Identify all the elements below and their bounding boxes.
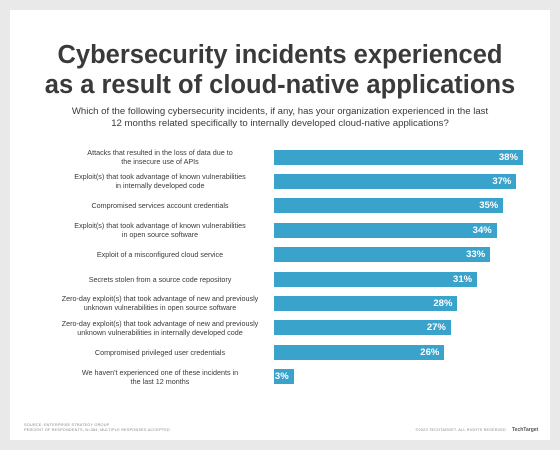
category-label-line: Compromised privileged user credentials — [94, 347, 226, 357]
bar-value-label: 38% — [498, 151, 518, 163]
category-label-line: Compromised services account credentials — [91, 201, 229, 211]
bar-value-label: 28% — [433, 297, 453, 309]
source-note: SOURCE: ENTERPRISE STRATEGY GROUP PERCEN… — [24, 423, 170, 433]
category-label-line: Exploit of a misconfigured cloud service — [96, 250, 224, 260]
category-label-line: We haven't experienced one of these inci… — [81, 367, 239, 377]
bar — [274, 247, 491, 263]
chart-title: Cybersecurity incidents experienced as a… — [10, 40, 550, 100]
category-label: Zero-day exploit(s) that took advantage … — [55, 294, 265, 312]
category-label-line: the insecure use of APIs — [121, 157, 199, 166]
source-line: PERCENT OF RESPONDENTS, N=384; MULTIPLE … — [24, 428, 170, 432]
category-label-line: Exploit(s) that took advantage of known … — [74, 221, 246, 231]
category-label: Compromised services account credentials — [55, 201, 265, 210]
title-line: as a result of cloud-native applications — [44, 71, 516, 99]
bar — [274, 198, 504, 214]
bar — [274, 222, 497, 238]
category-label: Zero-day exploit(s) that took advantage … — [55, 319, 265, 337]
logo-text: TechTarget — [512, 426, 539, 433]
category-label-line: in open source software — [121, 230, 199, 240]
chart-subtitle: Which of the following cybersecurity inc… — [50, 106, 510, 130]
bar-value-label: 34% — [472, 224, 492, 236]
category-label-line: Zero-day exploit(s) that took advantage … — [61, 294, 259, 304]
bar-value-label: 35% — [479, 200, 499, 212]
bar — [274, 149, 523, 165]
subtitle-line: 12 months related specifically to intern… — [111, 118, 449, 129]
category-label-line: Exploit(s) that took advantage of known … — [74, 172, 246, 182]
bar-value-label: 31% — [453, 273, 473, 285]
category-label-line: unknown vulnerabilities in internally de… — [77, 327, 243, 337]
source-line: SOURCE: ENTERPRISE STRATEGY GROUP — [24, 423, 110, 427]
bar — [274, 344, 445, 360]
bar-value-label: 33% — [466, 249, 486, 261]
category-label: Compromised privileged user credentials — [55, 348, 265, 357]
bar-value-label: 37% — [492, 175, 512, 187]
bar — [274, 173, 517, 189]
bar-value-label: 27% — [426, 322, 446, 334]
category-label-line: unknown vulnerabilities in open source s… — [83, 303, 237, 313]
category-label: Attacks that resulted in the loss of dat… — [55, 148, 265, 166]
techtarget-logo: TechTarget — [510, 423, 539, 437]
category-label: Exploit(s) that took advantage of known … — [55, 172, 265, 190]
bar-value-label: 26% — [420, 346, 440, 358]
bar — [274, 295, 458, 311]
category-label-line: Secrets stolen from a source code reposi… — [88, 274, 232, 284]
category-label-line: the last 12 months — [130, 376, 190, 386]
category-label: Exploit(s) that took advantage of known … — [55, 221, 265, 239]
category-label-line: in internally developed code — [115, 181, 205, 191]
category-label-line: Zero-day exploit(s) that took advantage … — [61, 318, 259, 328]
bar — [274, 271, 478, 287]
category-label: Exploit of a misconfigured cloud service — [55, 250, 265, 259]
category-label-line: Attacks that resulted in the loss of dat… — [87, 148, 233, 157]
bar — [274, 369, 294, 385]
bar-value-label: 3% — [274, 371, 289, 383]
category-label: We haven't experienced one of these inci… — [55, 368, 265, 386]
chart-card: Cybersecurity incidents experienced as a… — [10, 10, 550, 440]
category-label: Secrets stolen from a source code reposi… — [55, 275, 265, 284]
subtitle-line: Which of the following cybersecurity inc… — [71, 106, 489, 117]
title-line: Cybersecurity incidents experienced — [57, 41, 503, 69]
bar — [274, 320, 451, 336]
copyright-note: ©2023 TECHTARGET. ALL RIGHTS RESERVED — [415, 428, 506, 432]
